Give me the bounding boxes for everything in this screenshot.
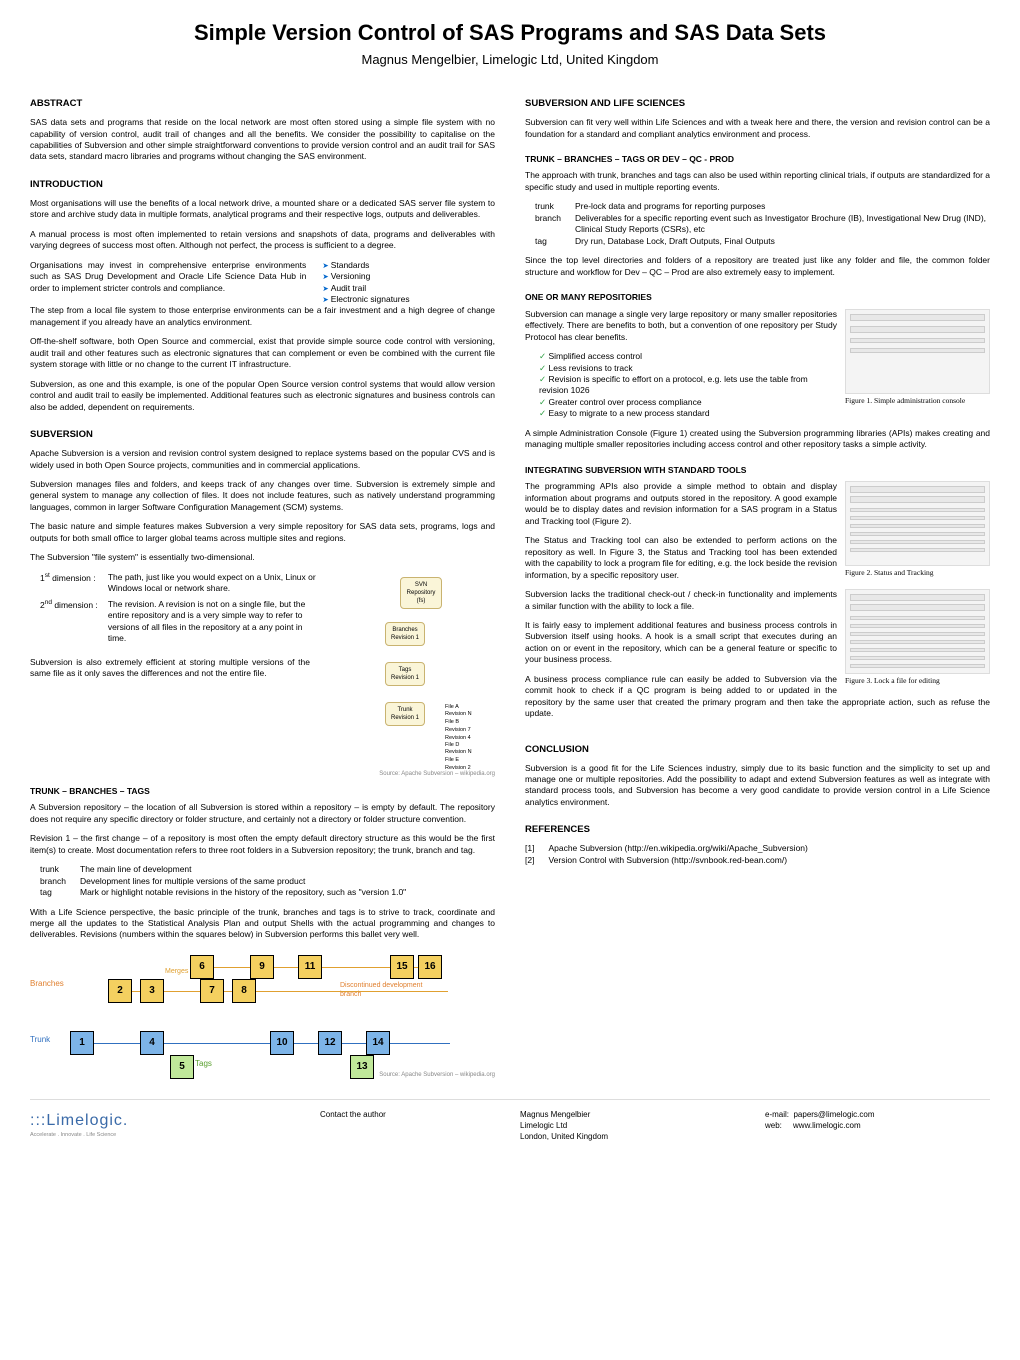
footer-company: Limelogic Ltd xyxy=(520,1121,745,1132)
branch-node: 15 xyxy=(390,955,414,979)
svnls-heading: Subversion and Life Sciences xyxy=(525,98,990,111)
footer-logo: :::Limelogic. xyxy=(30,1110,300,1132)
tbt2-heading: Trunk – Branches – Tags or Dev – QC - Pr… xyxy=(525,154,990,165)
references-heading: References xyxy=(525,824,990,837)
tbt-p3: With a Life Science perspective, the bas… xyxy=(30,907,495,941)
tbt-trunk-desc: The main line of development xyxy=(80,864,406,875)
integrating-heading: Integrating Subversion with Standard Too… xyxy=(525,465,990,476)
branch-node: 16 xyxy=(418,955,442,979)
svnls-p1: Subversion can fit very well within Life… xyxy=(525,117,990,140)
branch-node: 11 xyxy=(298,955,322,979)
onemany-heading: One Or Many Repositories xyxy=(525,292,990,303)
branch-node: 7 xyxy=(200,979,224,1003)
tbt-branch-desc: Development lines for multiple versions … xyxy=(80,876,406,887)
dim2-label: 2nd dimension : xyxy=(40,599,108,649)
branch-node: 2 xyxy=(108,979,132,1003)
branch-node: 3 xyxy=(140,979,164,1003)
svn-fs-diagram: SVNRepository(fs) BranchesRevision 1 Tag… xyxy=(345,572,495,772)
tbt-trunk-term: trunk xyxy=(40,864,80,875)
footer-location: London, United Kingdom xyxy=(520,1132,745,1143)
branch-node: 1 xyxy=(70,1031,94,1055)
dim1-label: 1st dimension : xyxy=(40,572,108,599)
abstract-heading: Abstract xyxy=(30,98,495,111)
dim1-desc: The path, just like you would expect on … xyxy=(108,572,320,599)
intro-p3: The step from a local file system to tho… xyxy=(30,305,495,328)
branch-node: 10 xyxy=(270,1031,294,1055)
intro-org-bullets: Standards Versioning Audit trail Electro… xyxy=(322,260,495,306)
figure-3: Figure 3. Lock a file for editing xyxy=(845,589,990,686)
tbt-p2: Revision 1 – the first change – of a rep… xyxy=(30,833,495,856)
branch-node: 4 xyxy=(140,1031,164,1055)
footer-contact-label: Contact the author xyxy=(320,1110,386,1119)
svn-p4: The Subversion "file system" is essentia… xyxy=(30,552,495,563)
branch-node: 12 xyxy=(318,1031,342,1055)
branch-node: 14 xyxy=(366,1031,390,1055)
svn-p1: Apache Subversion is a version and revis… xyxy=(30,448,495,471)
tbt-branch-term: branch xyxy=(40,876,80,887)
branch-node: 6 xyxy=(190,955,214,979)
conclusion-p1: Subversion is a good fit for the Life Sc… xyxy=(525,763,990,809)
branch-node: 5 xyxy=(170,1055,194,1079)
figure-2: Figure 2. Status and Tracking xyxy=(845,481,990,578)
intro-p2: A manual process is most often implement… xyxy=(30,229,495,252)
svn-p3: The basic nature and simple features mak… xyxy=(30,521,495,544)
footer-web: www.limelogic.com xyxy=(793,1121,861,1130)
dim2-desc: The revision. A revision is not on a sin… xyxy=(108,599,320,649)
footer: :::Limelogic. Accelerate . Innovate . Li… xyxy=(30,1099,990,1142)
intro-p4: Off-the-shelf software, both Open Source… xyxy=(30,336,495,370)
intro-org-left: Organisations may invest in comprehensiv… xyxy=(30,260,306,294)
introduction-heading: Introduction xyxy=(30,179,495,192)
svn-p5: Subversion is also extremely efficient a… xyxy=(30,657,310,680)
intro-p5: Subversion, as one and this example, is … xyxy=(30,379,495,413)
abstract-body: SAS data sets and programs that reside o… xyxy=(30,117,495,163)
conclusion-heading: Conclusion xyxy=(525,744,990,757)
branch-node: 13 xyxy=(350,1055,374,1079)
footer-email: papers@limelogic.com xyxy=(793,1110,874,1119)
page-title: Simple Version Control of SAS Programs a… xyxy=(30,18,990,48)
onemany-p2: A simple Administration Console (Figure … xyxy=(525,428,990,451)
branch-node: 9 xyxy=(250,955,274,979)
tbt-p1: A Subversion repository – the location o… xyxy=(30,802,495,825)
footer-email-label: e-mail: xyxy=(765,1110,789,1119)
tbt2-p1: The approach with trunk, branches and ta… xyxy=(525,170,990,193)
branch-diagram: Branches Merges Trunk Tags Discontinued … xyxy=(30,949,460,1069)
tbt-tag-term: tag xyxy=(40,887,80,898)
subversion-heading: Subversion xyxy=(30,429,495,442)
footer-author: Magnus Mengelbier xyxy=(520,1110,745,1121)
page-subtitle: Magnus Mengelbier, Limelogic Ltd, United… xyxy=(30,51,990,69)
svn-p2: Subversion manages files and folders, an… xyxy=(30,479,495,513)
intro-p1: Most organisations will use the benefits… xyxy=(30,198,495,221)
branch-diagram-source: Source: Apache Subversion – wikipedia.or… xyxy=(30,1071,495,1079)
footer-web-label: web: xyxy=(765,1121,782,1130)
tbt-heading: Trunk – Branches – Tags xyxy=(30,786,495,797)
footer-logo-sub: Accelerate . Innovate . Life Science xyxy=(30,1132,300,1139)
tbt2-p2: Since the top level directories and fold… xyxy=(525,255,990,278)
figure-1: Figure 1. Simple administration console xyxy=(845,309,990,406)
tbt-tag-desc: Mark or highlight notable revisions in t… xyxy=(80,887,406,898)
branch-node: 8 xyxy=(232,979,256,1003)
